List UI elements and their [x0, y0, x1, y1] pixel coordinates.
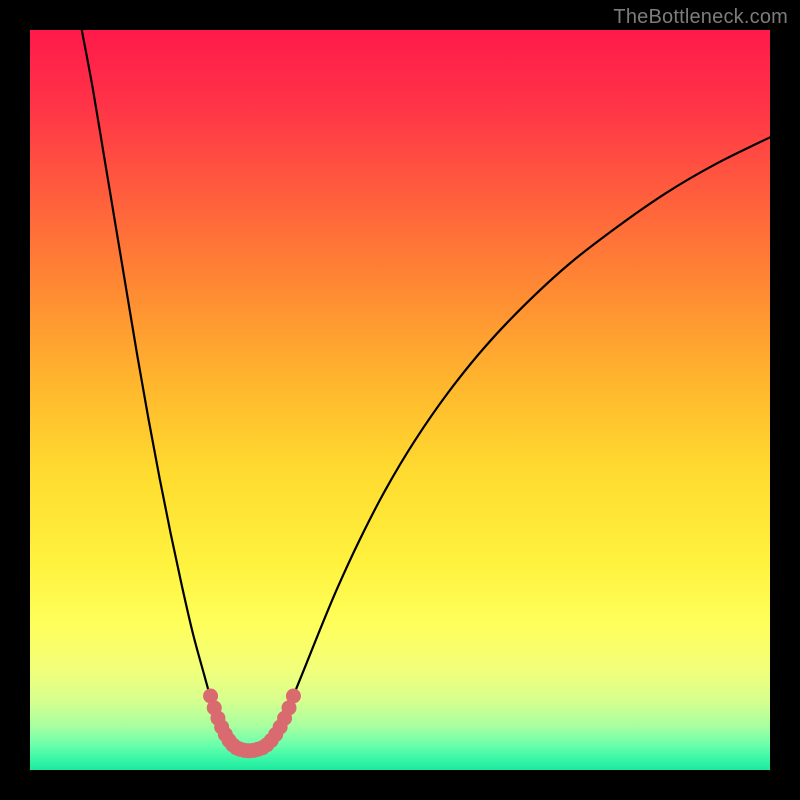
curve-markers [203, 689, 301, 759]
marker-point [286, 689, 301, 704]
bottleneck-curve-chart [30, 30, 770, 770]
watermark-text: TheBottleneck.com [613, 6, 788, 29]
plot-area [30, 30, 770, 770]
curve-line [82, 30, 770, 751]
